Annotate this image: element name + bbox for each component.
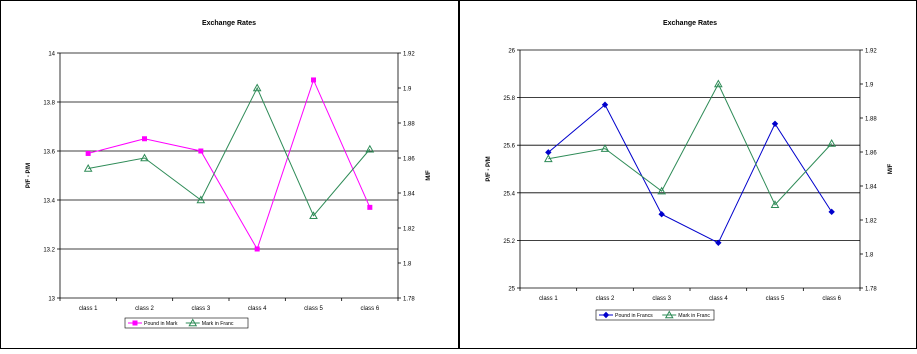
y-right-axis-title: M/F — [888, 164, 894, 175]
chart-frame — [459, 0, 917, 349]
legend-box — [595, 309, 715, 321]
legend-item-label: Pound in Mark — [144, 321, 178, 327]
y-left-tick-label: 25.2 — [503, 239, 515, 245]
y-right-tick-label: 1.82 — [403, 227, 415, 233]
data-point — [600, 144, 610, 152]
data-point — [198, 148, 204, 154]
y-right-tick-label: 1.78 — [403, 297, 415, 303]
data-point — [771, 120, 779, 127]
data-point — [309, 211, 318, 220]
legend: Pound in Mark Mark in Franc — [124, 317, 249, 329]
y-left-tick-label: 13.6 — [43, 150, 55, 156]
y-right-tick-label: 1.88 — [403, 122, 415, 128]
y-right-tick-label: 1.78 — [865, 287, 877, 293]
y-left-tick-label: 25.8 — [503, 96, 515, 102]
y-right-tick-label: 1.92 — [403, 52, 415, 58]
data-point — [828, 208, 835, 216]
legend-marker — [664, 310, 674, 319]
y-right-tick-label: 1.8 — [865, 253, 874, 259]
data-point — [657, 186, 667, 195]
data-point — [140, 153, 149, 162]
y-right-tick-label: 1.88 — [865, 117, 877, 123]
x-tick-label: class 1 — [539, 296, 558, 302]
x-tick-label: class 6 — [822, 296, 841, 302]
y-right-tick-label: 1.9 — [865, 83, 874, 89]
y-right-tick-label: 1.8 — [403, 262, 412, 268]
data-point — [85, 150, 91, 156]
x-tick-label: class 3 — [652, 296, 671, 302]
y-left-axis-title: P/F - P/M — [486, 156, 492, 181]
data-point — [367, 204, 373, 210]
y-left-tick-label: 13.2 — [43, 248, 55, 254]
data-point — [311, 77, 316, 83]
data-point — [827, 138, 837, 147]
series-line — [88, 78, 371, 251]
data-point — [83, 163, 93, 172]
data-point — [142, 136, 147, 142]
y-right-tick-label: 1.9 — [403, 87, 412, 93]
y-left-tick-label: 25.6 — [503, 144, 515, 150]
legend: Pound in Francs Mark in Franc — [595, 309, 715, 321]
y-right-tick-label: 1.86 — [865, 151, 877, 157]
y-left-tick-label: 25.4 — [503, 191, 515, 197]
x-tick-label: class 4 — [709, 296, 728, 302]
y-right-tick-label: 1.84 — [865, 185, 877, 191]
data-point — [713, 79, 723, 88]
chart-1: Exchange Rates 13 13.2 13.4 13.6 13.8 14 1.78 1.… — [0, 0, 459, 349]
data-point — [365, 144, 375, 153]
y-right-tick-label: 1.86 — [403, 157, 415, 163]
x-tick-label: class 6 — [360, 306, 379, 312]
series-mark-in-franc — [83, 83, 375, 220]
y-left-tick-label: 14 — [48, 52, 55, 58]
y-right-axis-title: M/F — [426, 170, 432, 181]
y-left-tick-label: 13.8 — [43, 101, 55, 107]
y-left-tick-label: 25 — [508, 287, 515, 293]
x-tick-label: class 1 — [79, 306, 98, 312]
chart-title: Exchange Rates — [663, 20, 717, 27]
legend-marker — [188, 318, 198, 327]
y-right-tick-label: 1.92 — [865, 49, 877, 55]
series-line — [548, 103, 833, 244]
series-line — [548, 82, 833, 206]
data-point — [715, 239, 722, 246]
x-tick-label: class 5 — [766, 296, 785, 302]
data-point — [254, 246, 260, 252]
legend-marker — [602, 311, 610, 319]
data-point — [196, 195, 206, 204]
series-line — [88, 86, 371, 217]
data-point — [770, 200, 780, 208]
x-tick-label: class 2 — [596, 296, 615, 302]
chart-title: Exchange Rates — [202, 20, 256, 27]
y-right-tick-label: 1.82 — [865, 219, 877, 225]
chart-2: Exchange Rates 25 25.2 25.4 25.6 25.8 26 1.78 1.… — [459, 0, 917, 349]
y-left-tick-label: 13.4 — [43, 199, 55, 205]
series-mark-in-franc — [543, 79, 837, 208]
data-point — [543, 154, 553, 163]
y-left-tick-label: 13 — [48, 297, 55, 303]
x-tick-label: class 2 — [135, 306, 154, 312]
y-right-tick-label: 1.84 — [403, 192, 415, 198]
legend-item-label: Pound in Francs — [615, 313, 653, 319]
x-tick-label: class 5 — [304, 306, 323, 312]
data-point — [252, 83, 262, 92]
y-left-tick-label: 26 — [508, 49, 515, 55]
series-pound-in-mark — [85, 77, 373, 252]
data-point — [601, 101, 609, 108]
legend-item-label: Mark in Franc — [678, 313, 710, 319]
series-pound-in-francs — [545, 101, 835, 246]
legend-item-label: Mark in Franc — [202, 321, 234, 327]
data-point — [658, 211, 665, 218]
x-tick-label: class 3 — [191, 306, 210, 312]
legend-marker — [132, 320, 138, 326]
y-left-axis-title: P/F - P/M — [26, 163, 32, 188]
x-tick-label: class 4 — [248, 306, 267, 312]
chart-frame — [0, 0, 459, 349]
data-point — [545, 149, 552, 156]
